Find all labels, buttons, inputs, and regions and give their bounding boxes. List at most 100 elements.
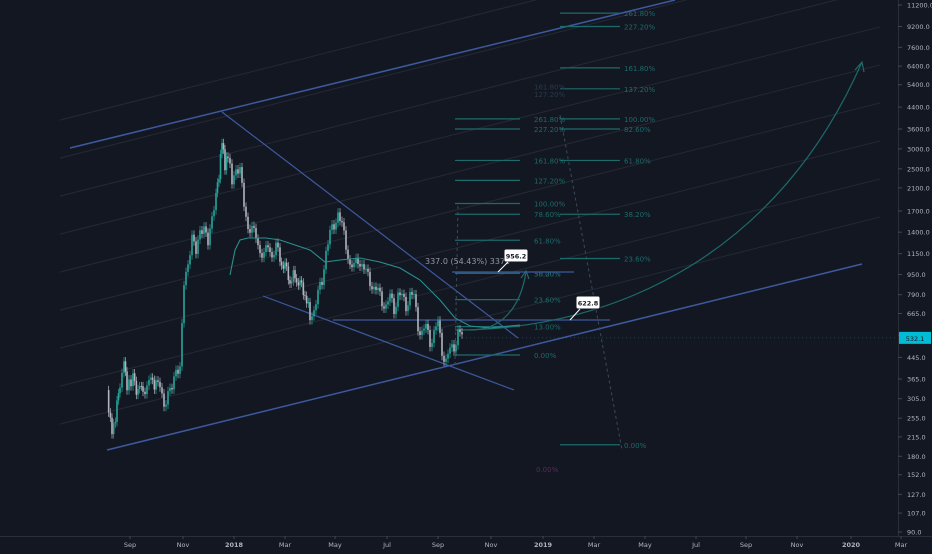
candle-body (133, 373, 136, 381)
candle-body (407, 305, 409, 312)
candle-body (315, 304, 317, 311)
candle-body (140, 386, 143, 387)
candle-body (395, 306, 397, 315)
channel-gridline (59, 26, 881, 235)
candle-body (201, 230, 203, 234)
candle-body (437, 320, 439, 327)
candle-body (159, 381, 161, 388)
candle-body (345, 230, 347, 250)
candle-body (112, 423, 115, 435)
candle-body (317, 289, 319, 305)
candle-body (335, 222, 337, 230)
price-axis[interactable] (898, 0, 932, 536)
candle-body (445, 358, 447, 362)
candle-body (349, 259, 351, 265)
channel-gridline (59, 64, 881, 273)
candle-body (191, 234, 193, 256)
candle-body (275, 242, 277, 255)
candle-body (135, 380, 138, 395)
measure-text: 337.0 (54.43%) 3370 (425, 257, 510, 266)
candle-body (457, 329, 459, 346)
candle-body (207, 232, 209, 246)
fib-left-level-label: 50.00% (534, 270, 561, 278)
channel-gridline (59, 140, 881, 349)
fib-left-level-label: 261.80% (534, 116, 565, 124)
candle-body (361, 264, 363, 267)
candle-body (107, 390, 110, 413)
candle-body (273, 254, 275, 258)
candle-body (277, 242, 279, 248)
candle-body (121, 372, 123, 388)
candle-body (359, 263, 361, 267)
candle-body (321, 282, 323, 285)
channel-gridline (59, 178, 881, 387)
candle-body (163, 393, 165, 407)
candle-body (381, 291, 383, 307)
candle-body (331, 224, 333, 230)
candles (107, 138, 463, 439)
candle-body (211, 216, 213, 229)
candle-body (323, 269, 325, 285)
candle-body (357, 257, 359, 264)
candle-body (221, 143, 223, 154)
fib-right-level-label: 137.20% (624, 86, 655, 94)
candle-body (175, 369, 177, 377)
candle-body (279, 247, 281, 262)
candle-body (292, 270, 295, 282)
fib-left-level-label: 0.00% (534, 352, 557, 360)
candle-body (109, 412, 112, 418)
candle-body (405, 296, 407, 312)
short-projection-curve (469, 271, 527, 331)
candle-body (185, 271, 187, 286)
candle-body (148, 379, 150, 386)
candle-body (417, 307, 419, 332)
candle-body (195, 241, 197, 254)
descending-resistance-line (221, 111, 519, 339)
candle-body (379, 287, 381, 292)
candle-body (124, 361, 127, 372)
candle-body (117, 393, 120, 401)
candle-body (150, 377, 152, 380)
candle-body (439, 320, 441, 333)
fib-left-level-label: 227.20% (534, 126, 565, 134)
candle-body (241, 167, 243, 183)
candle-body (431, 342, 433, 347)
candle-body (216, 182, 219, 193)
candle-body (167, 391, 169, 405)
drawing-tools[interactable]: 261.80%227.20%161.80%127.20%100.00%78.60… (69, 0, 865, 474)
fib-left-level-label: 13.00% (534, 324, 561, 332)
candle-body (403, 293, 405, 297)
fib-left-level-label: 61.80% (534, 237, 561, 245)
fib-left-level-label: 161.80% (534, 157, 565, 165)
candle-body (304, 295, 306, 296)
candle-body (116, 400, 118, 422)
candle-body (409, 292, 411, 306)
time-axis[interactable] (0, 536, 932, 551)
candle-body (383, 306, 385, 309)
candle-body (157, 380, 159, 382)
candle-body (197, 239, 199, 254)
candle-body (229, 157, 231, 164)
fib-right-level-label: 261.80% (624, 10, 655, 18)
candle-body (415, 294, 417, 308)
candle-body (245, 206, 247, 217)
candle-body (171, 387, 173, 390)
fib-right-level-label: 23.60% (624, 256, 651, 264)
candle-body (189, 255, 191, 265)
fib-bottom-label: 0.00% (536, 466, 559, 474)
candle-body (259, 245, 261, 254)
fib-right-level-label: 61.80% (624, 157, 651, 165)
diagonal-channel-grid (59, 0, 881, 425)
candle-body (423, 328, 425, 331)
candle-body (151, 377, 154, 380)
candle-body (153, 379, 156, 390)
candle-body (413, 294, 415, 295)
candle-body (239, 167, 241, 174)
channel-gridline (59, 0, 688, 159)
candle-body (393, 298, 395, 315)
candle-body (235, 169, 237, 176)
candle-body (215, 192, 217, 211)
